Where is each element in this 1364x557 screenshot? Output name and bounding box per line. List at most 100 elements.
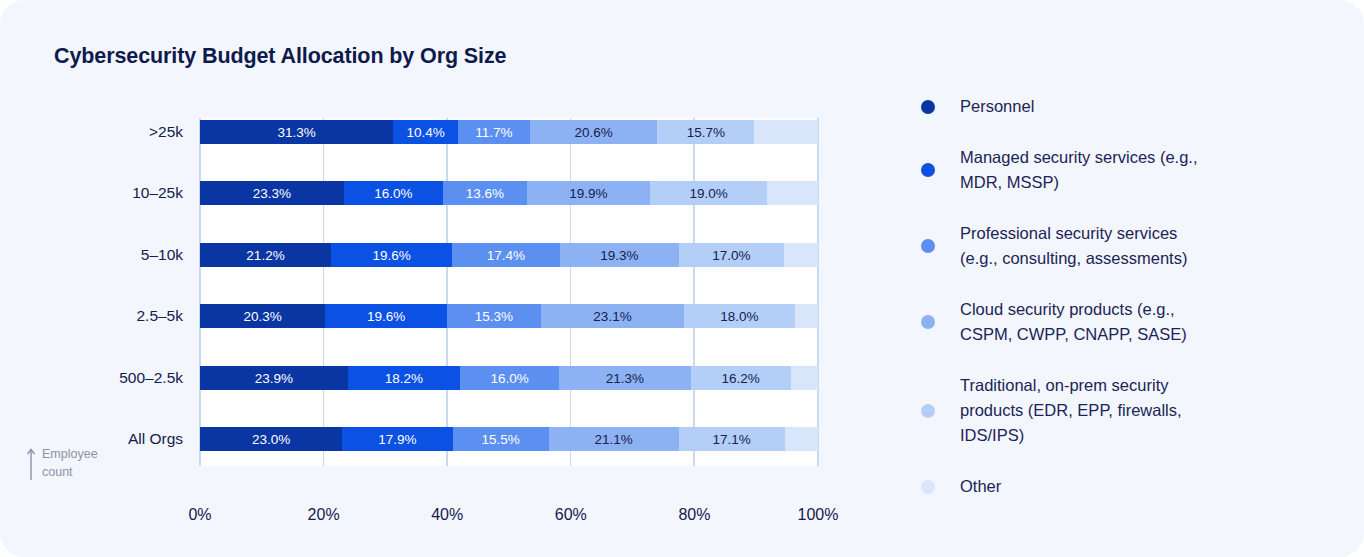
x-tick-label: 80% xyxy=(646,506,742,524)
segment-value-label: 19.6% xyxy=(367,309,405,324)
chart-title: Cybersecurity Budget Allocation by Org S… xyxy=(54,44,506,69)
x-tick-label: 0% xyxy=(152,506,248,524)
legend-item: Traditional, on-prem security products (… xyxy=(921,373,1212,448)
segment-value-label: 15.5% xyxy=(481,432,519,447)
category-label: 5–10k xyxy=(38,243,183,267)
bar-segment: 15.5% xyxy=(453,427,549,451)
legend-dot-icon xyxy=(921,404,935,418)
bar-segment: 10.4% xyxy=(393,120,457,144)
bar-segment xyxy=(767,181,818,205)
bar-segment: 20.3% xyxy=(200,304,325,328)
segment-value-label: 19.0% xyxy=(689,186,727,201)
legend-label: Cloud security products (e.g., CSPM, CWP… xyxy=(960,297,1212,347)
category-label: 500–2.5k xyxy=(38,366,183,390)
segment-value-label: 20.6% xyxy=(574,125,612,140)
segment-value-label: 17.4% xyxy=(487,248,525,263)
segment-value-label: 23.1% xyxy=(593,309,631,324)
chart-card: Cybersecurity Budget Allocation by Org S… xyxy=(0,0,1364,557)
segment-value-label: 19.6% xyxy=(372,248,410,263)
bar-segment: 17.4% xyxy=(452,243,560,267)
legend-dot-icon xyxy=(921,480,935,494)
gridline xyxy=(446,118,448,466)
y-axis-note-text: Employee count xyxy=(42,446,110,481)
x-tick-label: 60% xyxy=(523,506,619,524)
segment-value-label: 16.0% xyxy=(374,186,412,201)
segment-value-label: 21.1% xyxy=(595,432,633,447)
bar-segment xyxy=(785,427,818,451)
bar-segment: 21.2% xyxy=(200,243,331,267)
segment-value-label: 15.3% xyxy=(475,309,513,324)
x-tick-label: 40% xyxy=(399,506,495,524)
x-tick-label: 100% xyxy=(770,506,866,524)
gridline xyxy=(817,118,819,466)
bar-segment: 19.0% xyxy=(650,181,767,205)
segment-value-label: 15.7% xyxy=(687,125,725,140)
legend-item: Cloud security products (e.g., CSPM, CWP… xyxy=(921,297,1212,347)
segment-value-label: 18.0% xyxy=(720,309,758,324)
bar-segment: 23.0% xyxy=(200,427,342,451)
bar-segment: 19.9% xyxy=(527,181,650,205)
x-tick-label: 20% xyxy=(276,506,372,524)
legend-dot-icon xyxy=(921,239,935,253)
legend-item: Other xyxy=(921,474,1212,499)
legend-label: Traditional, on-prem security products (… xyxy=(960,373,1212,448)
legend-label: Professional security services (e.g., co… xyxy=(960,221,1212,271)
legend-dot-icon xyxy=(921,315,935,329)
legend-label: Other xyxy=(960,474,1212,499)
segment-value-label: 19.3% xyxy=(600,248,638,263)
plot-area: 31.3% 10.4% 11.7% 20.6% 15.7% 23.3% 16.0% 13.6%… xyxy=(200,118,818,466)
bar-row-10–25k: 23.3% 16.0% 13.6% 19.9% 19.0% xyxy=(200,181,818,205)
segment-value-label: 13.6% xyxy=(466,186,504,201)
segment-value-label: 23.9% xyxy=(255,371,293,386)
legend-item: Professional security services (e.g., co… xyxy=(921,221,1212,271)
segment-value-label: 17.1% xyxy=(713,432,751,447)
bar-segment: 13.6% xyxy=(443,181,527,205)
category-label: 2.5–5k xyxy=(38,304,183,328)
bar-segment xyxy=(795,304,818,328)
bar-segment: 11.7% xyxy=(458,120,530,144)
bar-segment: 19.6% xyxy=(325,304,446,328)
bar-segment: 15.3% xyxy=(447,304,542,328)
bar-segment: 16.2% xyxy=(691,366,791,390)
bar-row->25k: 31.3% 10.4% 11.7% 20.6% 15.7% xyxy=(200,120,818,144)
segment-value-label: 31.3% xyxy=(278,125,316,140)
segment-value-label: 16.2% xyxy=(722,371,760,386)
up-arrow-icon xyxy=(26,446,36,482)
category-label: >25k xyxy=(38,120,183,144)
bar-segment: 19.6% xyxy=(331,243,452,267)
legend-label: Managed security services (e.g., MDR, MS… xyxy=(960,145,1212,195)
gridline xyxy=(323,118,325,466)
bar-segment: 15.7% xyxy=(657,120,754,144)
segment-value-label: 21.3% xyxy=(606,371,644,386)
bar-segment xyxy=(754,120,818,144)
bar-segment: 18.2% xyxy=(348,366,460,390)
segment-value-label: 16.0% xyxy=(490,371,528,386)
gridline xyxy=(570,118,572,466)
legend-item: Managed security services (e.g., MDR, MS… xyxy=(921,145,1212,195)
bar-segment: 17.9% xyxy=(342,427,453,451)
bar-segment xyxy=(784,243,818,267)
bar-segment: 18.0% xyxy=(684,304,795,328)
bar-segment xyxy=(791,366,818,390)
segment-value-label: 10.4% xyxy=(406,125,444,140)
segment-value-label: 23.0% xyxy=(252,432,290,447)
bar-segment: 23.1% xyxy=(541,304,684,328)
bar-segment: 23.3% xyxy=(200,181,344,205)
bar-segment: 19.3% xyxy=(560,243,679,267)
gridline xyxy=(199,118,201,466)
y-axis-note: Employee count xyxy=(26,446,110,482)
bar-segment: 31.3% xyxy=(200,120,393,144)
bar-segment: 20.6% xyxy=(530,120,657,144)
bar-row-5–10k: 21.2% 19.6% 17.4% 19.3% 17.0% xyxy=(200,243,818,267)
legend-item: Personnel xyxy=(921,94,1212,119)
segment-value-label: 20.3% xyxy=(244,309,282,324)
bar-segment: 17.1% xyxy=(679,427,785,451)
segment-value-label: 18.2% xyxy=(385,371,423,386)
legend-dot-icon xyxy=(921,163,935,177)
segment-value-label: 11.7% xyxy=(475,125,512,140)
bar-segment: 23.9% xyxy=(200,366,348,390)
bar-segment: 17.0% xyxy=(679,243,784,267)
bar-segment: 21.3% xyxy=(559,366,691,390)
bar-segment: 16.0% xyxy=(460,366,559,390)
segment-value-label: 23.3% xyxy=(253,186,291,201)
